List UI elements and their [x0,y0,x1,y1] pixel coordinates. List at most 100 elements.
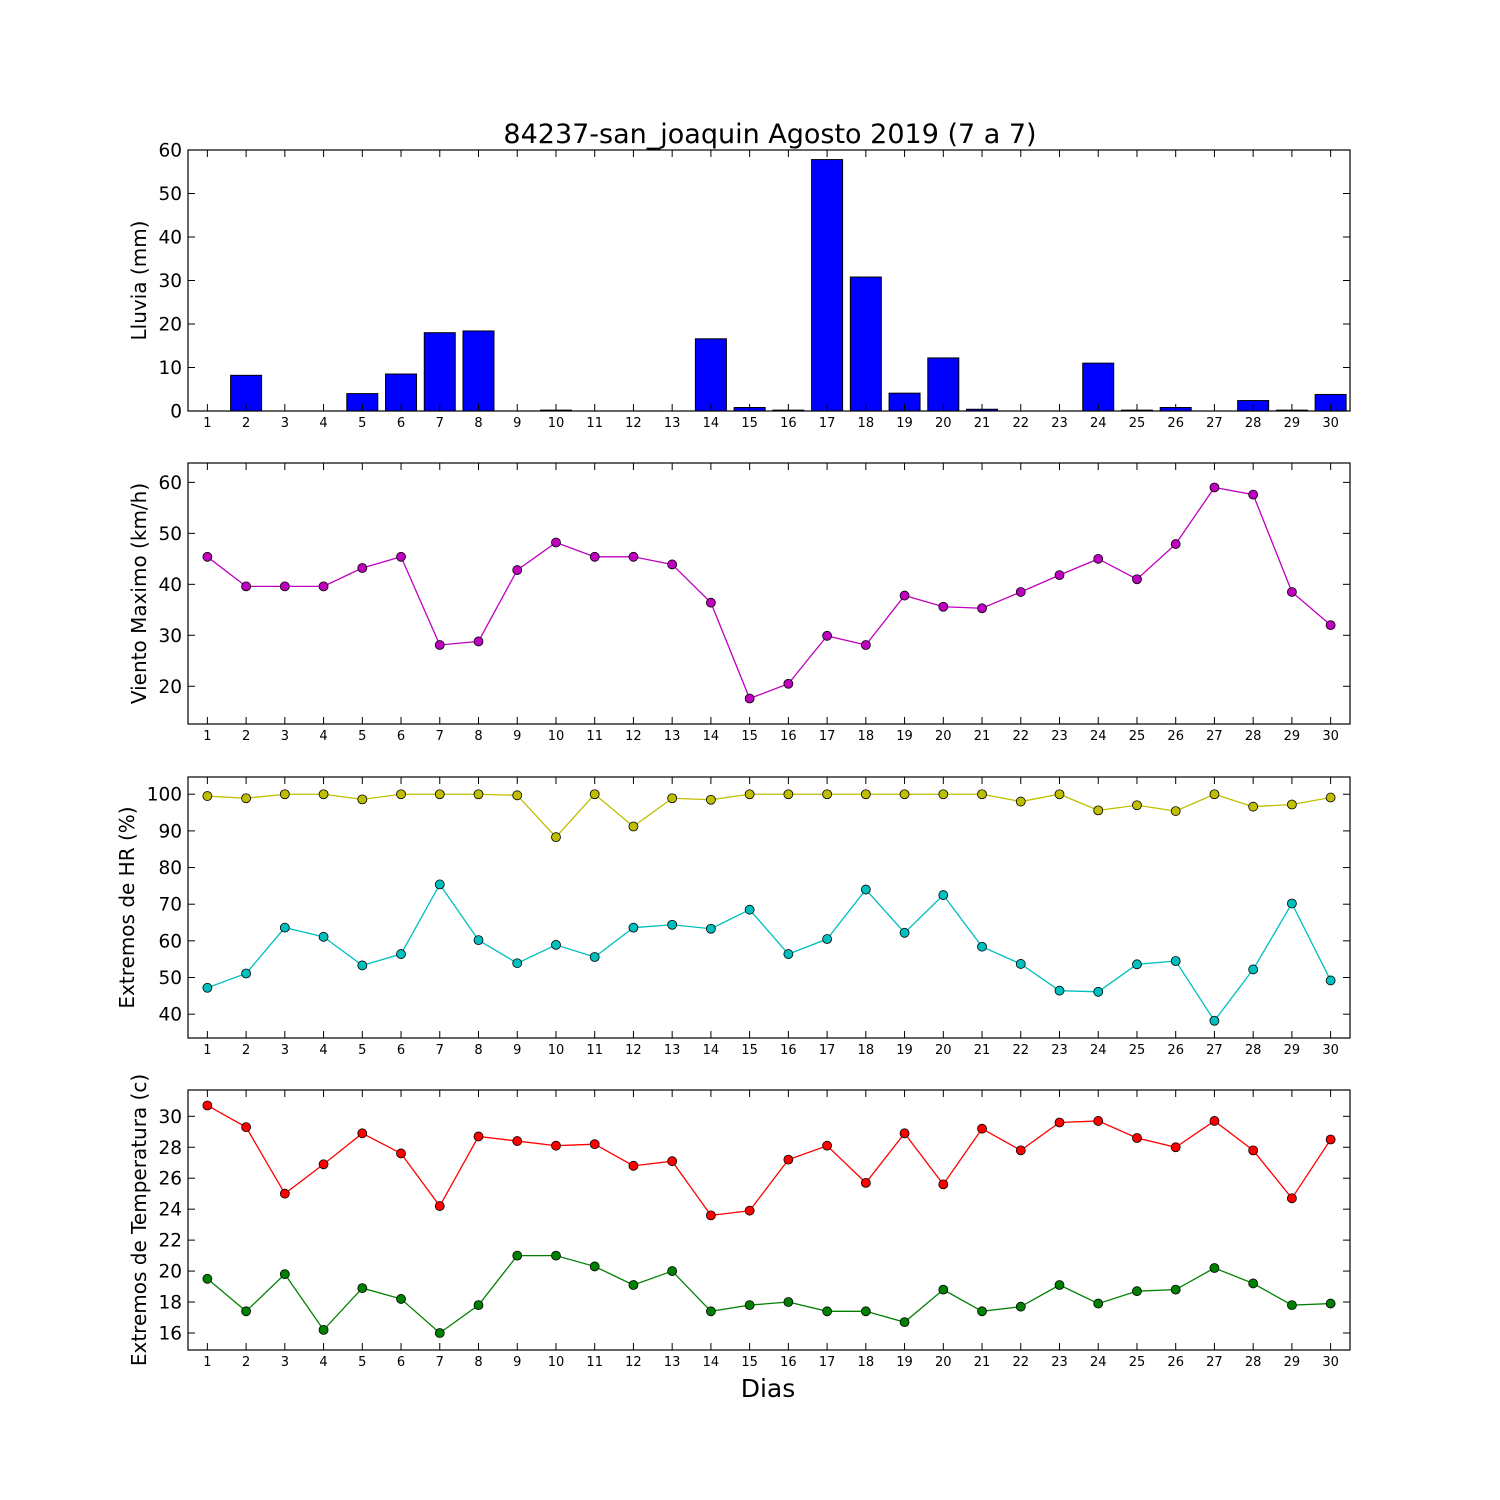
hr-x-tick-label: 1 [203,1043,211,1058]
viento-x-tick-label: 17 [819,729,836,744]
temperatura-series-2-point [1287,1300,1297,1311]
temperatura-series-1-point [1209,1116,1220,1126]
viento-series-1-point [241,581,252,592]
hr-series-1-line [207,793,1331,839]
temperatura-x-tick-label: 6 [397,1355,405,1370]
lluvia-bar [694,338,727,412]
temperatura-y-tick-label: 28 [158,1138,182,1159]
hr-series-1-point [706,794,716,805]
hr-y-tick-label: 100 [147,785,182,806]
lluvia-x-tick-label: 24 [1090,416,1107,431]
lluvia-x-tick-label: 3 [281,416,289,431]
hr-series-1-point [202,791,213,801]
temperatura-series-1-point [589,1139,600,1150]
temperatura-series-1-point [1325,1134,1336,1145]
hr-series-2-point [822,934,832,944]
viento-series-1-point [589,551,600,562]
hr-y-tick-label: 90 [158,821,182,842]
hr-series-1-point [744,789,755,800]
lluvia-x-tick-label: 7 [436,416,444,431]
temperatura-series-1-point [977,1123,987,1134]
viento-x-tick-label: 6 [397,729,405,744]
temperatura-y-tick-label: 18 [158,1293,182,1314]
viento-series-1-line [206,486,1332,700]
temperatura-series-2-line [206,1254,1331,1334]
temperatura-series-2-point [1054,1280,1065,1290]
temperatura-series-1-point [744,1205,755,1216]
hr-series-1-point [783,789,794,800]
temperatura-x-tick-label: 29 [1284,1355,1301,1370]
hr-x-tick-label: 7 [436,1043,444,1058]
temperatura-x-tick-label: 8 [474,1355,482,1370]
viento-series-1-point [860,640,871,650]
temperatura-series-1-point [1248,1145,1259,1156]
temperatura-series-1-point [473,1131,484,1142]
temperatura-x-tick-label: 17 [819,1355,836,1370]
hr-series-1-point [318,789,329,800]
lluvia-bar [423,332,456,412]
temperatura-series-2-point [1170,1284,1181,1295]
viento-x-tick-label: 8 [474,729,482,744]
temperatura-series-1-point [512,1136,523,1146]
hr-x-tick-label: 4 [319,1043,327,1058]
hr-x-tick-label: 27 [1206,1043,1223,1058]
hr-series-1-point [667,793,678,804]
hr-series-1-point [551,832,561,843]
viento-x-tick-label: 4 [319,729,327,744]
viento-x-tick-label: 13 [664,729,681,744]
viento-x-tick-label: 19 [896,729,913,744]
hr-series-2-point [512,958,523,969]
hr-x-tick-label: 10 [548,1043,565,1058]
viento-x-tick-label: 29 [1284,729,1301,744]
viento-series-1-point [706,597,716,608]
temperatura-x-tick-label: 18 [858,1355,875,1370]
viento-series-1-point [512,565,523,575]
hr-series-1-point [1170,806,1181,816]
viento-series-1-point [318,581,329,592]
temperatura-x-tick-label: 27 [1206,1355,1223,1370]
hr-x-tick-label: 23 [1051,1043,1068,1058]
hr-x-tick-label: 25 [1129,1043,1146,1058]
temperatura-x-tick-label: 5 [358,1355,366,1370]
temperatura-series-2-point [822,1306,832,1317]
lluvia-bar [462,330,495,412]
viento-x-tick-label: 11 [586,729,603,744]
viento-x-tick-label: 28 [1245,729,1262,744]
hr-x-tick-label: 3 [281,1043,289,1058]
hr-series-1-point [1015,796,1026,807]
temperatura-x-tick-label: 20 [935,1355,952,1370]
hr-x-tick-label: 11 [586,1043,603,1058]
lluvia-x-tick-label: 8 [474,416,482,431]
temperatura-series-1-point [396,1148,406,1159]
viento-series-1-point [1054,570,1065,581]
lluvia-y-axis-label: Lluvia (mm) [127,221,151,341]
temperatura-x-tick-label: 12 [625,1355,642,1370]
temperatura-x-tick-label: 7 [436,1355,444,1370]
hr-x-tick-label: 2 [242,1043,250,1058]
temperatura-series-1-point [279,1188,290,1199]
lluvia-x-tick-label: 29 [1284,416,1301,431]
viento-x-tick-label: 3 [281,729,289,744]
temperatura-x-tick-label: 22 [1012,1355,1029,1370]
viento-y-tick-label: 20 [158,677,182,698]
hr-x-tick-label: 17 [819,1043,836,1058]
temperatura-x-tick-label: 16 [780,1355,797,1370]
temperatura-series-2-point [628,1280,639,1290]
lluvia-x-tick-label: 6 [397,416,405,431]
temperatura-series-1-point [706,1210,716,1221]
viento-series-1-point [202,551,213,562]
hr-x-tick-label: 30 [1322,1043,1339,1058]
temperatura-series-2-point [1325,1298,1336,1309]
hr-series-2-point [667,919,678,930]
lluvia-x-tick-label: 14 [703,416,720,431]
lluvia-x-tick-label: 26 [1167,416,1184,431]
hr-series-2-point [1325,975,1336,986]
hr-series-1-point [628,821,639,832]
viento-series-1-point [938,601,949,612]
viento-series-1-point [434,640,445,650]
viento-x-tick-label: 24 [1090,729,1107,744]
viento-series-1-point [1170,539,1181,549]
temperatura-series-2-point [241,1306,252,1317]
temperatura-series-2-point [977,1306,987,1317]
